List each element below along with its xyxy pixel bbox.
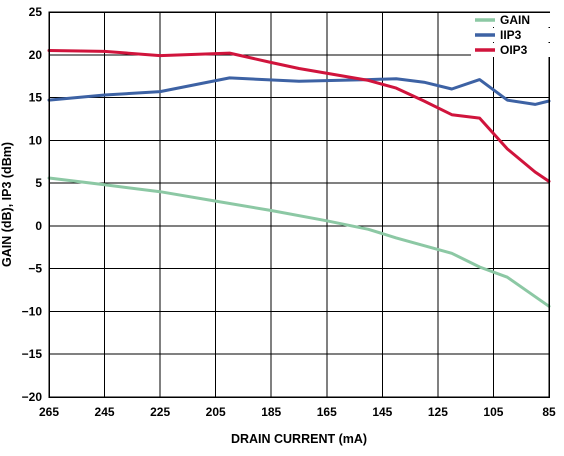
x-tick-label: 265 — [39, 405, 59, 419]
y-tick-label: −15 — [22, 347, 43, 361]
legend-label-iip3: IIP3 — [500, 28, 522, 42]
legend-background — [471, 13, 551, 27]
y-axis-label: GAIN (dB), IP3 (dBm) — [0, 142, 14, 267]
x-axis-label: DRAIN CURRENT (mA) — [231, 432, 367, 446]
y-tick-label: 5 — [35, 176, 42, 190]
y-tick-label: 0 — [35, 219, 42, 233]
legend-label-oip3: OIP3 — [500, 43, 528, 57]
legend-background — [471, 43, 551, 57]
y-axis-ticks: 25 20 15 10 5 0 −5 −10 −15 −20 — [22, 5, 43, 404]
x-tick-label: 105 — [483, 405, 503, 419]
legend-background — [471, 28, 551, 42]
y-tick-label: 15 — [29, 91, 43, 105]
y-tick-label: 20 — [29, 48, 43, 62]
y-tick-label: −20 — [22, 390, 43, 404]
y-tick-label: 25 — [29, 5, 43, 19]
series-line-gain — [47, 176, 551, 308]
series-line-iip3 — [47, 76, 551, 106]
x-tick-label: 125 — [428, 405, 448, 419]
plot-area-frame — [48, 11, 550, 398]
x-tick-label: 225 — [150, 405, 170, 419]
x-tick-label: 165 — [317, 405, 337, 419]
series-lines — [47, 49, 551, 308]
x-tick-label: 245 — [95, 405, 115, 419]
series-line-oip3 — [47, 49, 551, 183]
y-tick-label: 10 — [29, 133, 43, 147]
legend-label-gain: GAIN — [500, 13, 530, 27]
x-tick-label: 85 — [542, 405, 556, 419]
x-tick-label: 205 — [206, 405, 226, 419]
x-axis-ticks: 265 245 225 205 185 165 145 125 105 85 — [39, 405, 556, 419]
x-tick-label: 185 — [261, 405, 281, 419]
y-tick-label: −5 — [28, 262, 42, 276]
y-tick-label: −10 — [22, 304, 43, 318]
x-tick-label: 145 — [372, 405, 392, 419]
